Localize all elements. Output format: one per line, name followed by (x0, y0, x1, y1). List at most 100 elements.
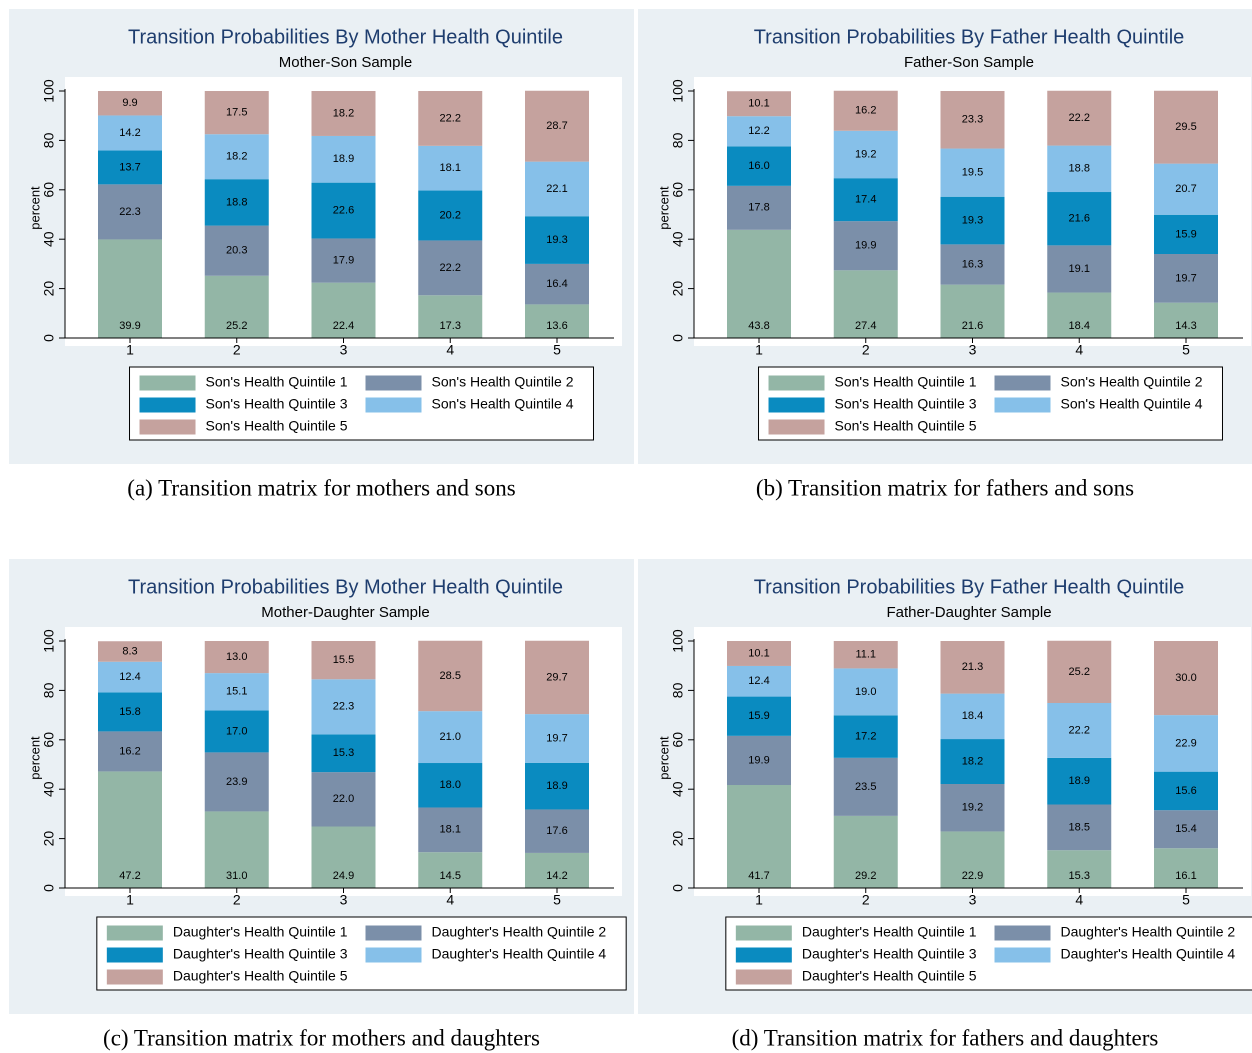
legend-swatch (994, 397, 1051, 413)
y-tick-label: 0 (670, 884, 686, 892)
bar-segment (98, 91, 162, 116)
bar-segment (727, 116, 791, 147)
value-label: 12.4 (748, 675, 769, 687)
x-tick-label: 5 (553, 892, 561, 908)
bar-segment (833, 815, 898, 888)
value-label: 22.9 (962, 870, 983, 882)
value-label: 27.4 (855, 320, 876, 332)
legend-label: Daughter's Health Quintile 3 (802, 946, 977, 962)
panel: Transition Probabilities By Father Healt… (638, 559, 1252, 1014)
value-label: 18.8 (226, 196, 247, 208)
bar-segment (311, 91, 376, 136)
value-label: 43.8 (748, 320, 769, 332)
x-tick-label: 5 (1182, 892, 1190, 908)
value-label: 10.1 (748, 647, 769, 659)
bar-segment (727, 696, 791, 736)
caption: (b) Transition matrix for fathers and so… (756, 475, 1134, 500)
legend-swatch (365, 947, 422, 963)
value-label: 16.4 (546, 278, 567, 290)
bar-segment (418, 91, 483, 146)
value-label: 24.9 (333, 870, 354, 882)
bar-segment (1154, 214, 1218, 255)
value-label: 17.5 (226, 107, 247, 119)
value-label: 30.0 (1175, 672, 1196, 684)
bar-segment (204, 710, 269, 753)
bar-segment (311, 641, 376, 680)
y-axis-label: percent (656, 736, 671, 780)
bar-segment (311, 282, 376, 338)
x-tick-label: 3 (340, 342, 348, 358)
legend-label: Son's Health Quintile 1 (835, 374, 977, 390)
bar-segment (204, 641, 269, 674)
bar-segment (1154, 254, 1218, 303)
bar-segment (1154, 771, 1218, 811)
value-label: 28.5 (440, 670, 461, 682)
bar-segment (418, 640, 483, 712)
bar-segment (1047, 145, 1112, 193)
value-label: 21.6 (962, 320, 983, 332)
chart-subtitle: Mother-Son Sample (279, 54, 412, 71)
legend-label: Son's Health Quintile 1 (206, 374, 348, 390)
legend-swatch (106, 947, 163, 963)
x-tick-label: 4 (1075, 342, 1083, 358)
legend-swatch (735, 925, 792, 941)
value-label: 17.3 (440, 320, 461, 332)
y-axis-label: percent (656, 186, 671, 230)
chart-title: Transition Probabilities By Mother Healt… (128, 26, 563, 48)
legend-label: Son's Health Quintile 4 (432, 396, 574, 412)
value-label: 10.1 (748, 98, 769, 110)
y-tick-label: 100 (41, 79, 57, 103)
bar-segment (833, 178, 898, 222)
y-tick-label: 60 (670, 182, 686, 198)
value-label: 18.2 (226, 151, 247, 163)
value-label: 18.5 (1069, 821, 1090, 833)
legend-label: Son's Health Quintile 3 (835, 396, 977, 412)
legend-label: Son's Health Quintile 4 (1061, 396, 1203, 412)
value-label: 17.8 (748, 202, 769, 214)
bar-segment (1154, 715, 1218, 772)
value-label: 19.2 (855, 148, 876, 160)
legend-swatch (106, 925, 163, 941)
bar-segment (98, 641, 162, 662)
value-label: 31.0 (226, 870, 247, 882)
bar-segment (525, 90, 589, 162)
bar-segment (311, 679, 376, 735)
value-label: 25.2 (1069, 666, 1090, 678)
y-tick-label: 20 (670, 281, 686, 297)
bar-segment (98, 150, 162, 185)
value-label: 14.3 (1175, 320, 1196, 332)
value-label: 16.1 (1175, 870, 1196, 882)
bar-segment (98, 661, 162, 693)
legend-label: Daughter's Health Quintile 4 (1061, 946, 1236, 962)
bar-segment (727, 185, 791, 230)
value-label: 15.3 (333, 747, 354, 759)
value-label: 15.1 (226, 686, 247, 698)
legend: Son's Health Quintile 1 Son's Health Quin… (758, 366, 1223, 441)
bar-segment (525, 714, 589, 763)
value-label: 17.4 (855, 194, 876, 206)
value-label: 18.4 (962, 710, 983, 722)
legend-box (96, 916, 627, 991)
bar-segment (1047, 804, 1112, 851)
value-label: 22.9 (1175, 737, 1196, 749)
value-label: 11.1 (855, 649, 876, 661)
bar-segment (940, 244, 1005, 285)
bar-segment (940, 784, 1005, 832)
bar-segment (204, 91, 269, 135)
y-tick-label: 100 (670, 79, 686, 103)
bar-segment (525, 762, 589, 810)
value-label: 15.9 (1175, 228, 1196, 240)
value-label: 15.6 (1175, 785, 1196, 797)
bar-segment (311, 826, 376, 888)
value-label: 19.9 (748, 754, 769, 766)
bar-segment (204, 134, 269, 180)
y-tick-label: 60 (41, 182, 57, 198)
bar-segment (833, 641, 898, 669)
caption: (c) Transition matrix for mothers and da… (103, 1025, 540, 1050)
bar-segment (525, 263, 589, 305)
legend-swatch (365, 375, 422, 391)
bar-segment (833, 270, 898, 338)
bar-segment (525, 852, 589, 888)
value-label: 18.9 (1069, 775, 1090, 787)
